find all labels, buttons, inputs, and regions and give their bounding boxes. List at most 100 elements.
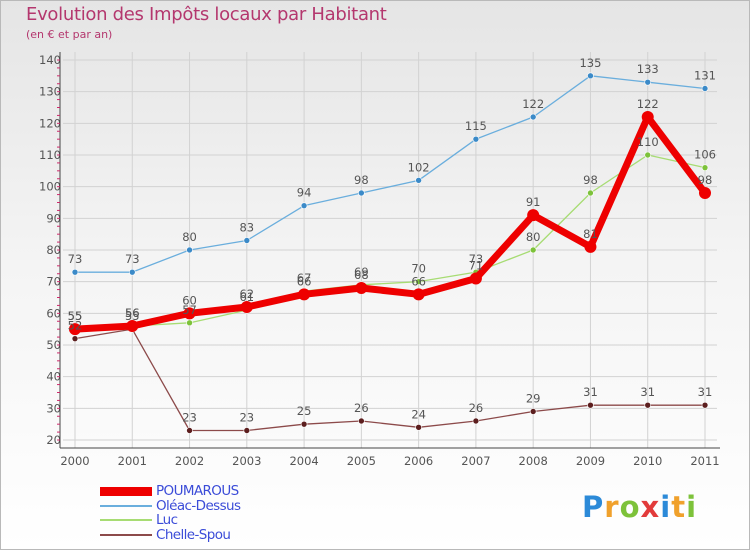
data-label: 68 bbox=[354, 268, 369, 282]
data-label: 26 bbox=[469, 401, 484, 415]
data-label: 73 bbox=[68, 252, 83, 266]
data-label: 66 bbox=[411, 274, 426, 288]
data-label: 102 bbox=[408, 160, 430, 174]
data-point bbox=[126, 320, 139, 332]
y-tick-label: 120 bbox=[39, 116, 61, 130]
data-label: 115 bbox=[465, 119, 487, 133]
y-tick-label: 20 bbox=[46, 433, 61, 447]
x-tick-label: 2011 bbox=[690, 454, 719, 468]
data-point bbox=[644, 151, 652, 159]
data-point bbox=[469, 272, 482, 285]
data-point bbox=[641, 111, 654, 123]
x-tick-label: 2000 bbox=[60, 454, 89, 468]
y-tick-label: 130 bbox=[39, 85, 61, 99]
logo-letter: i bbox=[686, 490, 698, 524]
legend-swatch bbox=[100, 504, 152, 507]
data-label: 31 bbox=[698, 385, 713, 399]
data-label: 80 bbox=[526, 230, 541, 244]
legend-item: Chelle-Spou bbox=[100, 528, 240, 543]
data-point bbox=[472, 135, 480, 143]
legend-swatch bbox=[100, 533, 152, 536]
data-point bbox=[71, 335, 79, 342]
x-tick-label: 2001 bbox=[118, 454, 147, 468]
data-label: 55 bbox=[125, 309, 140, 323]
data-point bbox=[358, 189, 365, 197]
data-label: 98 bbox=[354, 173, 369, 187]
data-label: 81 bbox=[583, 227, 598, 241]
data-label: 31 bbox=[640, 385, 655, 399]
series-line-POUMAROUS bbox=[71, 113, 709, 333]
data-point bbox=[587, 189, 594, 197]
x-tick-label: 2004 bbox=[289, 454, 318, 468]
data-point bbox=[529, 246, 537, 254]
data-label: 71 bbox=[469, 259, 484, 273]
data-point bbox=[587, 72, 594, 80]
data-point bbox=[644, 78, 652, 86]
y-tick-label: 140 bbox=[39, 53, 61, 67]
data-point bbox=[472, 417, 480, 425]
x-tick-label: 2005 bbox=[347, 454, 376, 468]
data-label: 23 bbox=[239, 411, 254, 425]
data-point bbox=[701, 164, 709, 171]
data-point bbox=[584, 240, 597, 253]
data-point bbox=[300, 420, 308, 428]
data-label: 94 bbox=[297, 186, 312, 200]
legend-item: Luc bbox=[100, 513, 240, 528]
data-point bbox=[415, 177, 422, 184]
data-label: 73 bbox=[125, 252, 140, 266]
data-label: 69 bbox=[354, 265, 369, 279]
data-label: 31 bbox=[583, 385, 598, 399]
logo-letter: i bbox=[660, 490, 672, 524]
data-label: 23 bbox=[182, 411, 197, 425]
x-tick-label: 2006 bbox=[404, 454, 433, 468]
data-label: 83 bbox=[239, 221, 254, 235]
data-label: 25 bbox=[297, 404, 312, 418]
chart-subtitle: (en € et par an) bbox=[26, 28, 113, 41]
data-point bbox=[69, 323, 81, 336]
legend-label: POUMAROUS bbox=[156, 483, 239, 500]
data-point bbox=[243, 237, 251, 244]
data-point bbox=[300, 202, 308, 209]
data-label: 62 bbox=[239, 287, 254, 301]
data-label: 122 bbox=[522, 97, 544, 111]
legend-label: Luc bbox=[156, 512, 178, 529]
data-point bbox=[71, 268, 79, 276]
legend-item: Oléac-Dessus bbox=[100, 499, 241, 514]
logo-letter: r bbox=[604, 490, 620, 524]
data-label: 110 bbox=[637, 135, 659, 149]
data-label: 67 bbox=[297, 271, 312, 285]
series-line-Oléac-Dessus bbox=[74, 75, 706, 273]
data-label: 122 bbox=[637, 97, 659, 111]
y-tick-label: 70 bbox=[46, 275, 61, 289]
data-label: 60 bbox=[182, 293, 197, 307]
data-label: 61 bbox=[239, 290, 254, 304]
x-tick-label: 2002 bbox=[175, 454, 204, 468]
data-label: 55 bbox=[68, 309, 83, 323]
x-tick-label: 2010 bbox=[633, 454, 662, 468]
y-tick-label: 40 bbox=[46, 370, 61, 384]
data-point bbox=[527, 209, 540, 222]
legend-item: POUMAROUS bbox=[100, 484, 240, 499]
data-point bbox=[358, 417, 365, 425]
data-point bbox=[298, 288, 311, 301]
data-label: 91 bbox=[526, 195, 541, 209]
data-label: 52 bbox=[68, 319, 83, 333]
data-point bbox=[415, 424, 422, 431]
data-label: 73 bbox=[469, 252, 484, 266]
data-point bbox=[186, 246, 193, 254]
data-point bbox=[529, 113, 537, 121]
data-point bbox=[183, 307, 196, 320]
data-point bbox=[355, 282, 368, 294]
legend-label: Chelle-Spou bbox=[156, 526, 231, 543]
data-point bbox=[128, 268, 136, 276]
y-tick-label: 100 bbox=[39, 180, 61, 194]
data-point bbox=[587, 401, 594, 409]
y-tick-label: 30 bbox=[46, 401, 61, 415]
data-label: 131 bbox=[694, 69, 716, 83]
legend-swatch bbox=[100, 486, 152, 496]
data-label: 29 bbox=[526, 392, 541, 406]
data-label: 133 bbox=[637, 62, 659, 76]
data-point bbox=[529, 408, 537, 415]
data-point bbox=[412, 288, 425, 301]
